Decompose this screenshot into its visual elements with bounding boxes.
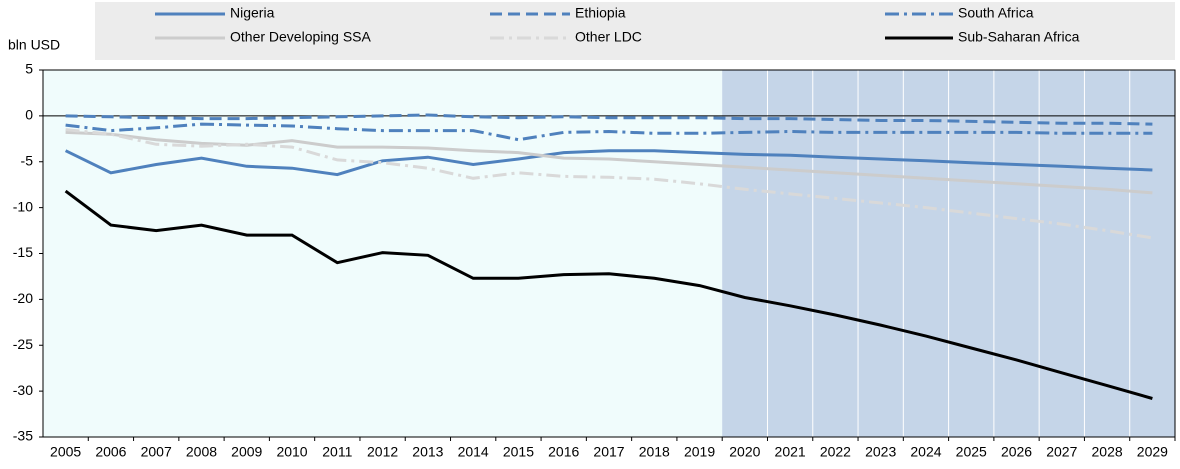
x-tick-label: 2021: [775, 444, 806, 460]
x-tick-label: 2017: [593, 444, 624, 460]
legend-label: Other Developing SSA: [230, 29, 372, 45]
x-tick-label: 2028: [1092, 444, 1123, 460]
y-tick-label: 5: [25, 61, 33, 77]
x-tick-label: 2018: [639, 444, 670, 460]
x-tick-label: 2014: [458, 444, 489, 460]
x-tick-label: 2011: [322, 444, 352, 460]
x-tick-label: 2016: [548, 444, 579, 460]
x-tick-label: 2022: [820, 444, 851, 460]
x-tick-label: 2025: [956, 444, 987, 460]
x-tick-label: 2026: [1001, 444, 1032, 460]
y-tick-label: -10: [13, 198, 33, 214]
legend-label: Sub-Saharan Africa: [958, 29, 1080, 45]
series-line: [64, 189, 1153, 400]
legend-label: Ethiopia: [575, 5, 626, 21]
y-tick-label: -30: [13, 382, 33, 398]
y-tick-label: -20: [13, 290, 33, 306]
x-tick-label: 2023: [865, 444, 896, 460]
x-tick-label: 2010: [276, 444, 307, 460]
x-tick-label: 2024: [910, 444, 941, 460]
x-tick-label: 2019: [684, 444, 715, 460]
legend-label: Nigeria: [230, 5, 275, 21]
legend-label: South Africa: [958, 5, 1034, 21]
x-tick-label: 2012: [367, 444, 398, 460]
x-tick-label: 2020: [729, 444, 760, 460]
y-tick-label: -15: [13, 244, 33, 260]
y-tick-label: 0: [25, 107, 33, 123]
x-tick-label: 2029: [1137, 444, 1168, 460]
series-line: [65, 122, 1153, 142]
series-line: [65, 113, 1153, 126]
x-tick-label: 2005: [50, 444, 81, 460]
x-tick-label: 2006: [95, 444, 126, 460]
y-tick-label: -25: [13, 336, 33, 352]
y-axis-label: bln USD: [8, 37, 60, 53]
y-tick-label: -35: [13, 428, 33, 444]
x-tick-label: 2008: [186, 444, 217, 460]
series-line: [65, 128, 1153, 240]
series-line: [64, 149, 1153, 177]
y-tick-label: -5: [21, 152, 34, 168]
legend-background: [95, 2, 1175, 60]
x-tick-label: 2015: [503, 444, 534, 460]
x-tick-label: 2013: [412, 444, 443, 460]
legend-label: Other LDC: [575, 29, 642, 45]
x-tick-label: 2009: [231, 444, 262, 460]
x-tick-label: 2007: [141, 444, 172, 460]
x-tick-label: 2027: [1046, 444, 1077, 460]
